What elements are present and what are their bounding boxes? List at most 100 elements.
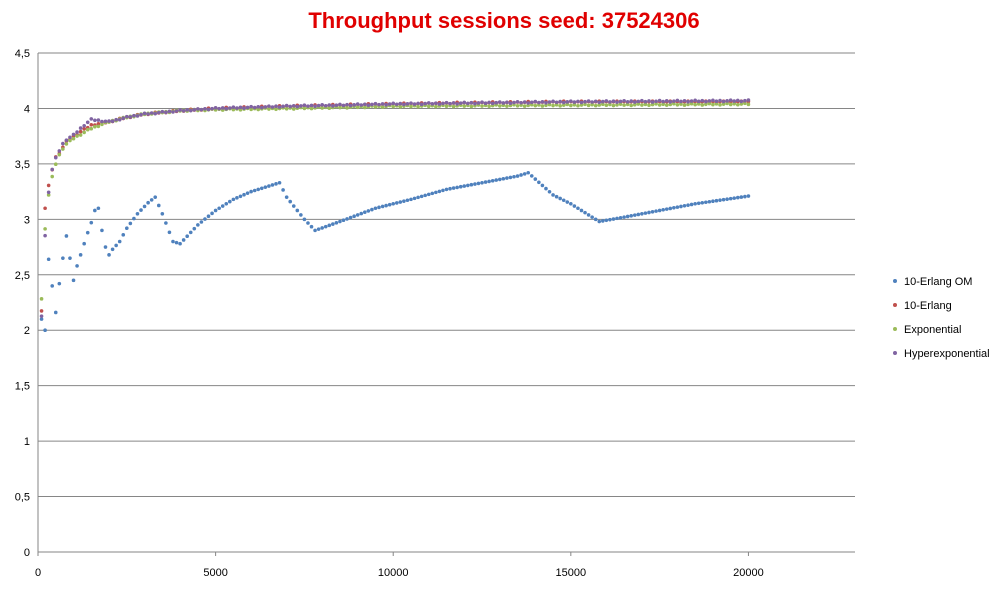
point-hyperexponential	[700, 98, 705, 103]
point-hyperexponential	[743, 98, 747, 103]
point-10-erlang-om	[164, 221, 168, 225]
point-hyperexponential	[721, 99, 726, 104]
point-10-erlang-om	[306, 221, 310, 225]
point-hyperexponential	[121, 116, 126, 121]
point-10-erlang-om	[544, 186, 548, 191]
point-exponential	[679, 102, 683, 106]
point-hyperexponential	[110, 119, 115, 123]
point-hyperexponential	[331, 104, 335, 108]
point-hyperexponential	[93, 118, 97, 123]
point-exponential	[434, 104, 438, 109]
point-hyperexponential	[117, 117, 122, 122]
point-hyperexponential	[714, 99, 719, 104]
point-10-erlang-om	[647, 210, 651, 215]
point-10-erlang-om	[228, 199, 232, 204]
point-exponential	[89, 126, 94, 131]
point-10-erlang-om	[469, 182, 474, 187]
point-hyperexponential	[210, 106, 214, 111]
point-exponential	[579, 103, 584, 107]
point-hyperexponential	[547, 100, 552, 104]
point-hyperexponential	[409, 101, 413, 105]
point-hyperexponential	[373, 101, 378, 106]
point-10-erlang-om	[320, 226, 324, 230]
point-10-erlang-om	[721, 197, 726, 202]
point-exponential	[380, 105, 385, 109]
point-10-erlang-om	[483, 180, 488, 184]
point-exponential	[320, 106, 324, 110]
point-10-erlang-om	[522, 172, 527, 176]
point-exponential	[686, 102, 690, 107]
point-exponential	[615, 103, 619, 107]
point-10-erlang-om	[78, 253, 83, 257]
point-hyperexponential	[153, 111, 158, 116]
point-exponential	[547, 102, 552, 107]
x-tick-label: 20000	[733, 567, 764, 579]
point-hyperexponential	[96, 118, 101, 122]
point-exponential	[544, 103, 548, 108]
point-exponential	[256, 107, 261, 112]
point-hyperexponential	[142, 111, 147, 116]
point-exponential	[391, 104, 396, 109]
point-10-erlang-om	[156, 203, 161, 208]
point-10-erlang-om	[672, 206, 676, 210]
point-10-erlang-om	[611, 217, 616, 221]
point-exponential	[561, 103, 566, 107]
point-exponential	[82, 130, 86, 135]
point-10-erlang-om	[363, 210, 367, 215]
point-hyperexponential	[391, 101, 396, 106]
point-10-erlang-om	[43, 328, 47, 333]
point-10-erlang-om	[597, 219, 602, 224]
point-hyperexponential	[483, 101, 488, 105]
point-hyperexponential	[561, 100, 566, 105]
point-exponential	[533, 103, 538, 108]
point-10-erlang-om	[476, 181, 481, 186]
point-hyperexponential	[156, 110, 161, 115]
point-exponential	[100, 122, 104, 127]
point-10-erlang	[89, 122, 94, 127]
point-exponential	[267, 107, 271, 111]
point-10-erlang-om	[664, 207, 669, 211]
point-hyperexponential	[487, 100, 491, 105]
point-10-erlang-om	[284, 195, 289, 199]
point-10-erlang-om	[718, 198, 722, 202]
y-tick-label: 3,5	[15, 159, 30, 171]
point-hyperexponential	[636, 99, 641, 104]
point-hyperexponential	[696, 99, 701, 104]
point-exponential	[735, 102, 740, 107]
point-hyperexponential	[654, 99, 658, 104]
point-exponential	[732, 101, 737, 106]
point-hyperexponential	[412, 102, 417, 106]
point-exponential	[238, 108, 243, 112]
legend-marker	[893, 327, 897, 331]
point-10-erlang-om	[270, 183, 275, 187]
point-exponential	[629, 103, 634, 108]
point-exponential	[728, 102, 733, 107]
point-10-erlang-om	[57, 281, 62, 286]
point-exponential	[39, 297, 44, 301]
point-exponential	[593, 103, 598, 108]
point-10-erlang-om	[593, 217, 598, 222]
point-exponential	[480, 104, 484, 108]
point-hyperexponential	[590, 100, 594, 104]
point-10-erlang-om	[274, 182, 278, 186]
point-10-erlang-om	[515, 174, 520, 178]
point-exponential	[650, 102, 655, 107]
point-exponential	[700, 103, 705, 107]
point-exponential	[611, 103, 616, 108]
point-10-erlang-om	[444, 187, 449, 192]
point-hyperexponential	[149, 111, 154, 115]
point-10-erlang-om	[100, 228, 104, 233]
point-hyperexponential	[647, 99, 651, 103]
point-exponential	[487, 104, 491, 109]
point-10-erlang-om	[387, 202, 392, 207]
point-10-erlang-om	[93, 208, 97, 213]
point-hyperexponential	[185, 108, 189, 112]
point-10-erlang-om	[466, 183, 470, 188]
point-10-erlang-om	[640, 211, 644, 216]
point-hyperexponential	[583, 99, 587, 104]
point-10-erlang-om	[373, 206, 378, 211]
point-10-erlang-om	[650, 209, 655, 214]
point-hyperexponential	[277, 105, 282, 109]
point-hyperexponential	[263, 105, 268, 109]
